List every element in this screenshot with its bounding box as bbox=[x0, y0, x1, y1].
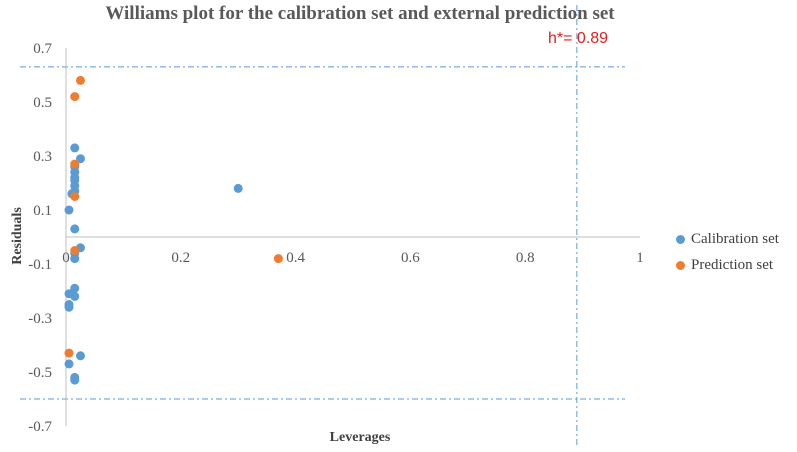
chart-title: Williams plot for the calibration set an… bbox=[105, 3, 615, 24]
x-tick-label: 1 bbox=[636, 250, 644, 266]
prediction-point bbox=[75, 75, 85, 85]
legend-item-calibration: Calibration set bbox=[676, 226, 779, 252]
calibration-point bbox=[70, 254, 80, 264]
calibration-point bbox=[64, 359, 74, 369]
calibration-point bbox=[64, 205, 74, 215]
legend-label-calibration: Calibration set bbox=[691, 230, 779, 247]
y-tick-label: -0.5 bbox=[28, 365, 52, 381]
x-axis-label: Leverages bbox=[329, 430, 391, 445]
legend-marker-prediction bbox=[676, 260, 685, 270]
calibration-point bbox=[75, 351, 85, 361]
legend-marker-calibration bbox=[676, 234, 685, 244]
legend: Calibration set Prediction set bbox=[676, 226, 779, 278]
prediction-point bbox=[70, 192, 80, 201]
legend-item-prediction: Prediction set bbox=[676, 252, 779, 278]
calibration-point bbox=[70, 224, 80, 234]
prediction-point bbox=[64, 348, 74, 358]
calibration-point bbox=[70, 291, 80, 301]
prediction-point bbox=[273, 254, 283, 264]
x-tick-label: 0.4 bbox=[286, 250, 305, 266]
calibration-point bbox=[70, 375, 80, 385]
y-tick-label: 0.1 bbox=[33, 203, 52, 219]
x-tick-label: 0.8 bbox=[516, 250, 535, 266]
x-tick-label: 0.6 bbox=[401, 250, 420, 266]
y-tick-label: -0.7 bbox=[28, 419, 52, 435]
prediction-point bbox=[70, 159, 80, 169]
legend-label-prediction: Prediction set bbox=[691, 256, 774, 273]
y-tick-label: -0.1 bbox=[28, 257, 52, 273]
calibration-point bbox=[64, 302, 74, 312]
y-tick-label: 0.7 bbox=[33, 41, 52, 57]
calibration-point bbox=[75, 154, 85, 164]
y-tick-label: 0.3 bbox=[33, 149, 52, 165]
prediction-point bbox=[70, 246, 80, 255]
x-tick-label: 0.2 bbox=[171, 250, 190, 266]
prediction-point bbox=[70, 92, 80, 102]
calibration-point bbox=[70, 283, 80, 293]
x-tick-label: 0 bbox=[62, 250, 70, 266]
h-star-label: h*= 0.89 bbox=[548, 30, 609, 47]
y-tick-label: 0.5 bbox=[33, 95, 52, 111]
calibration-point bbox=[233, 183, 243, 193]
y-tick-label: -0.3 bbox=[28, 311, 52, 327]
calibration-point bbox=[70, 143, 80, 153]
